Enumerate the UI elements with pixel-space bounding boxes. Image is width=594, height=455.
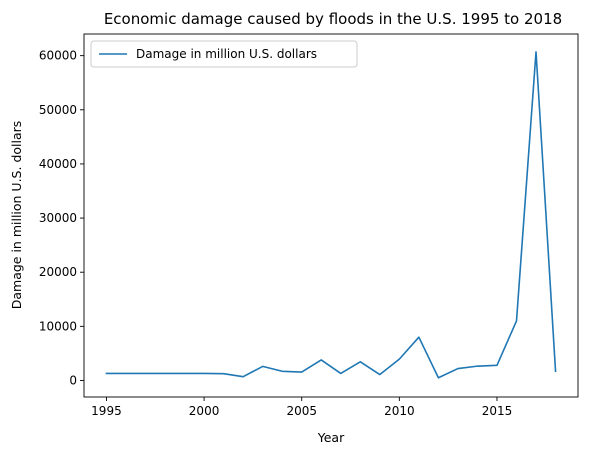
- series-line: [105, 51, 557, 379]
- y-tick-label: 30000: [39, 211, 77, 225]
- y-tick-label: 0: [69, 373, 77, 387]
- x-tick-label: 2010: [384, 404, 415, 418]
- x-tick-label: 2000: [189, 404, 220, 418]
- y-tick-label: 60000: [39, 49, 77, 63]
- legend-box: [90, 40, 358, 68]
- x-tick-label: 2015: [482, 404, 513, 418]
- legend-label: Damage in million U.S. dollars: [136, 47, 317, 61]
- chart-title: Economic damage caused by floods in the …: [104, 10, 562, 28]
- plot-frame: [83, 33, 579, 398]
- x-tick-label: 2005: [286, 404, 317, 418]
- series-group: [105, 51, 557, 379]
- y-tick-label: 10000: [39, 319, 77, 333]
- x-axis-label: Year: [317, 430, 345, 445]
- x-tick-label: 1995: [91, 404, 122, 418]
- y-tick-label: 50000: [39, 103, 77, 117]
- legend: Damage in million U.S. dollars: [90, 40, 358, 68]
- y-tick-label: 20000: [39, 265, 77, 279]
- y-axis-label: Damage in million U.S. dollars: [9, 121, 24, 310]
- axis-ticks: 1995 2000 2005 2010 2015 0 10000 20000 30000 4000…: [39, 49, 512, 418]
- y-tick-label: 40000: [39, 157, 77, 171]
